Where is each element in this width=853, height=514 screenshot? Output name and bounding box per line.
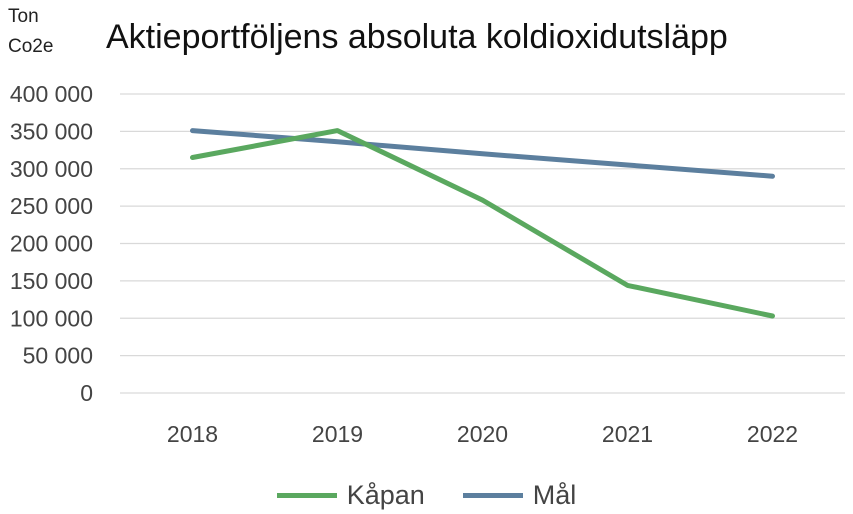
y-tick-label: 400 000 bbox=[10, 81, 93, 107]
x-tick-label: 2022 bbox=[747, 421, 798, 447]
y-tick-label: 0 bbox=[80, 380, 93, 406]
y-unit-line-1: Ton bbox=[8, 6, 39, 27]
y-tick-label: 300 000 bbox=[10, 156, 93, 182]
series-lines bbox=[190, 128, 775, 319]
y-tick-label: 100 000 bbox=[10, 305, 93, 331]
y-tick-label: 150 000 bbox=[10, 268, 93, 294]
x-axis-ticks: 2018 2019 2020 2021 2022 bbox=[167, 421, 798, 447]
legend-label-mal: Mål bbox=[532, 480, 577, 510]
y-axis-ticks: 0 50 000 100 000 150 000 200 000 250 000 300 0… bbox=[10, 81, 93, 406]
y-tick-label: 250 000 bbox=[10, 193, 93, 219]
y-tick-label: 350 000 bbox=[10, 118, 93, 144]
gridlines bbox=[120, 93, 845, 394]
legend: Kåpan Mål bbox=[0, 480, 853, 511]
legend-swatch-mal bbox=[462, 493, 523, 498]
x-tick-label: 2019 bbox=[312, 421, 363, 447]
y-tick-label: 200 000 bbox=[10, 231, 93, 257]
legend-label-kapan: Kåpan bbox=[346, 480, 425, 510]
series-line-kapan bbox=[190, 128, 775, 319]
x-tick-label: 2018 bbox=[167, 421, 218, 447]
legend-item-mal: Mål bbox=[462, 480, 577, 511]
y-unit-line-2: Co2e bbox=[8, 36, 54, 57]
chart-title: Aktieportföljens absoluta koldioxidutslä… bbox=[106, 18, 728, 56]
x-tick-label: 2020 bbox=[457, 421, 508, 447]
legend-item-kapan: Kåpan bbox=[276, 480, 425, 511]
y-tick-label: 50 000 bbox=[23, 343, 93, 369]
legend-swatch-kapan bbox=[276, 493, 337, 498]
x-tick-label: 2021 bbox=[602, 421, 653, 447]
